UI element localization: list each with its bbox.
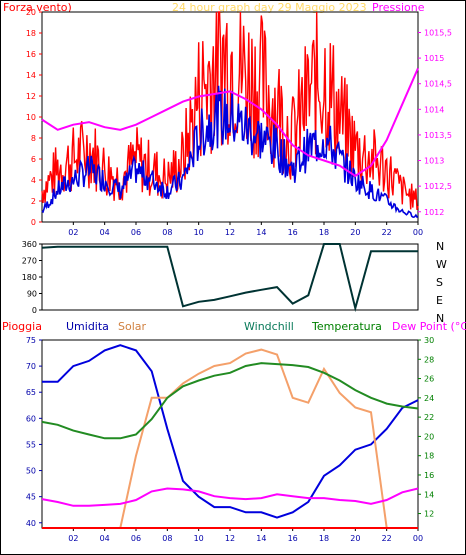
x-tick-label: 02 xyxy=(68,228,78,237)
x-tick-label: 22 xyxy=(382,228,392,237)
x-tick-label: 00 xyxy=(413,228,423,237)
y-tick-label: 10 xyxy=(26,113,36,122)
legend-dewpoint: Dew Point (°C) xyxy=(392,320,466,333)
dir-tick-label: 180 xyxy=(22,273,37,282)
y-tick-label: 60 xyxy=(26,414,36,423)
dir-tick-label: 0 xyxy=(32,306,37,315)
y-tick-label: 70 xyxy=(26,362,36,371)
direction-letter: S xyxy=(436,276,443,289)
y-tick-label: 50 xyxy=(26,467,36,476)
y2-tick-label: 24 xyxy=(424,394,434,403)
x-tick-label: 00 xyxy=(413,534,423,543)
x-tick-label: 20 xyxy=(350,228,360,237)
y2-tick-label: 22 xyxy=(424,413,434,422)
y-tick-label: 6 xyxy=(31,155,36,164)
y-tick-label: 14 xyxy=(26,71,36,80)
y-tick-label: 55 xyxy=(26,440,36,449)
y-tick-label: 8 xyxy=(31,134,36,143)
x-tick-label: 04 xyxy=(100,228,110,237)
y2-tick-label: 12 xyxy=(424,510,434,519)
direction-letter: N xyxy=(436,240,444,253)
humidity-line xyxy=(42,344,419,519)
plot-area-2 xyxy=(41,243,419,311)
y2-tick-label: 1012 xyxy=(424,208,444,217)
y-tick-label: 4 xyxy=(31,176,36,185)
y2-tick-label: 1015,5 xyxy=(424,28,452,37)
y2-tick-label: 30 xyxy=(424,336,434,345)
y2-tick-label: 28 xyxy=(424,355,434,364)
dir-tick-label: 90 xyxy=(27,290,37,299)
x-tick-label: 10 xyxy=(194,228,204,237)
wind-direction-line xyxy=(41,243,418,313)
x-tick-label: 12 xyxy=(225,228,235,237)
pressure-line xyxy=(41,67,419,178)
y2-tick-label: 1014 xyxy=(424,105,444,114)
y-tick-label: 18 xyxy=(26,29,36,38)
y-tick-label: 65 xyxy=(26,388,36,397)
x-tick-label: 02 xyxy=(68,534,78,543)
x-tick-label: 18 xyxy=(319,534,329,543)
y2-tick-label: 1014,5 xyxy=(424,80,452,89)
y2-tick-label: 1013 xyxy=(424,157,444,166)
y2-tick-label: 1012,5 xyxy=(424,182,452,191)
pressure-label: Pressione xyxy=(372,1,425,14)
legend-umidita: Umidita xyxy=(66,320,109,333)
wind-gust-line xyxy=(41,11,419,211)
x-tick-label: 18 xyxy=(319,228,329,237)
dir-tick-label: 270 xyxy=(22,257,37,266)
y2-tick-label: 1013,5 xyxy=(424,131,452,140)
direction-letter: E xyxy=(436,294,443,307)
legend-solar: Solar xyxy=(118,320,147,333)
temperature-line xyxy=(41,362,419,440)
y2-tick-label: 1015 xyxy=(424,54,444,63)
x-tick-label: 16 xyxy=(288,228,298,237)
x-tick-label: 08 xyxy=(162,534,172,543)
y-tick-label: 75 xyxy=(26,336,36,345)
chart-title: 24 hour graph day 29 Maggio 2023 xyxy=(172,1,367,14)
wind-avg-line xyxy=(41,85,419,219)
y-tick-label: 16 xyxy=(26,50,36,59)
legend-pioggia: Pioggia xyxy=(2,320,42,333)
y-tick-label: 2 xyxy=(31,197,36,206)
y-tick-label: 40 xyxy=(26,519,36,528)
x-tick-label: 04 xyxy=(100,534,110,543)
y2-tick-label: 20 xyxy=(424,432,434,441)
x-tick-label: 08 xyxy=(162,228,172,237)
y-tick-label: 0 xyxy=(31,218,36,227)
y-tick-label: 20 xyxy=(26,8,36,17)
wind-force-label: Forza vento) xyxy=(3,1,72,14)
direction-letter: N xyxy=(436,312,444,325)
legend-windchill: Windchill xyxy=(244,320,294,333)
x-tick-label: 06 xyxy=(131,228,141,237)
x-tick-label: 20 xyxy=(350,534,360,543)
direction-letter: W xyxy=(436,258,447,271)
x-tick-label: 22 xyxy=(382,534,392,543)
x-tick-label: 14 xyxy=(256,534,266,543)
x-tick-label: 16 xyxy=(288,534,298,543)
dewpoint-line xyxy=(41,487,419,507)
y-tick-label: 45 xyxy=(26,493,36,502)
y2-tick-label: 16 xyxy=(424,471,434,480)
y2-tick-label: 18 xyxy=(424,452,434,461)
dir-tick-label: 360 xyxy=(22,240,37,249)
y-tick-label: 12 xyxy=(26,92,36,101)
x-tick-label: 06 xyxy=(131,534,141,543)
y2-tick-label: 26 xyxy=(424,375,434,384)
plot-area-3 xyxy=(41,339,419,529)
y2-tick-label: 14 xyxy=(424,490,434,499)
x-tick-label: 14 xyxy=(256,228,266,237)
x-tick-label: 12 xyxy=(225,534,235,543)
legend-temperatura: Temperatura xyxy=(312,320,382,333)
x-tick-label: 10 xyxy=(194,534,204,543)
